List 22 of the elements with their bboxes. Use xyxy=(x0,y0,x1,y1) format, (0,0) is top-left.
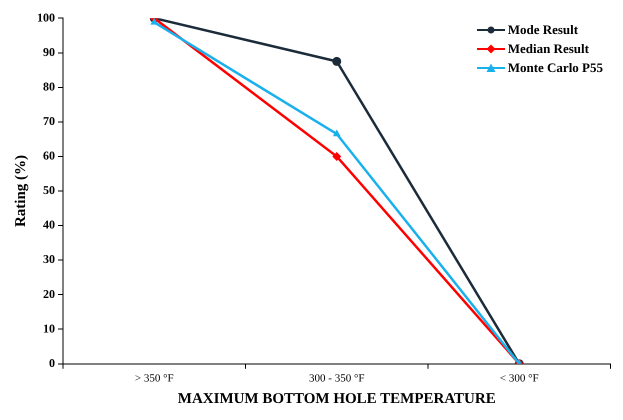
y-tick-label: 10 xyxy=(43,321,55,336)
y-tick-label: 80 xyxy=(43,79,55,94)
point xyxy=(332,56,342,66)
legend-label: Mode Result xyxy=(508,21,578,39)
point xyxy=(332,129,341,136)
x-tick-label: < 300 °F xyxy=(500,372,539,384)
y-tick-label: 0 xyxy=(49,356,55,370)
point xyxy=(332,152,342,161)
y-tick-label: 70 xyxy=(43,114,55,128)
legend-label: Median Result xyxy=(508,40,589,58)
x-axis-title: MAXIMUM BOTTOM HOLE TEMPERATURE xyxy=(178,390,496,407)
y-tick-label: 100 xyxy=(37,10,55,24)
y-tick-label: 40 xyxy=(43,218,55,232)
y-axis-title: Rating (%) xyxy=(12,154,29,228)
legend-label: Monte Carlo P55 xyxy=(508,59,603,77)
y-tick-label: 30 xyxy=(43,252,55,266)
y-tick-label: 50 xyxy=(43,183,55,198)
y-tick-label: 20 xyxy=(43,286,55,301)
y-tick-label: 90 xyxy=(43,44,55,59)
x-tick-label: > 350 °F xyxy=(134,372,174,384)
x-tick-label: 300 - 350 °F xyxy=(309,372,364,384)
y-tick-label: 60 xyxy=(43,148,55,163)
